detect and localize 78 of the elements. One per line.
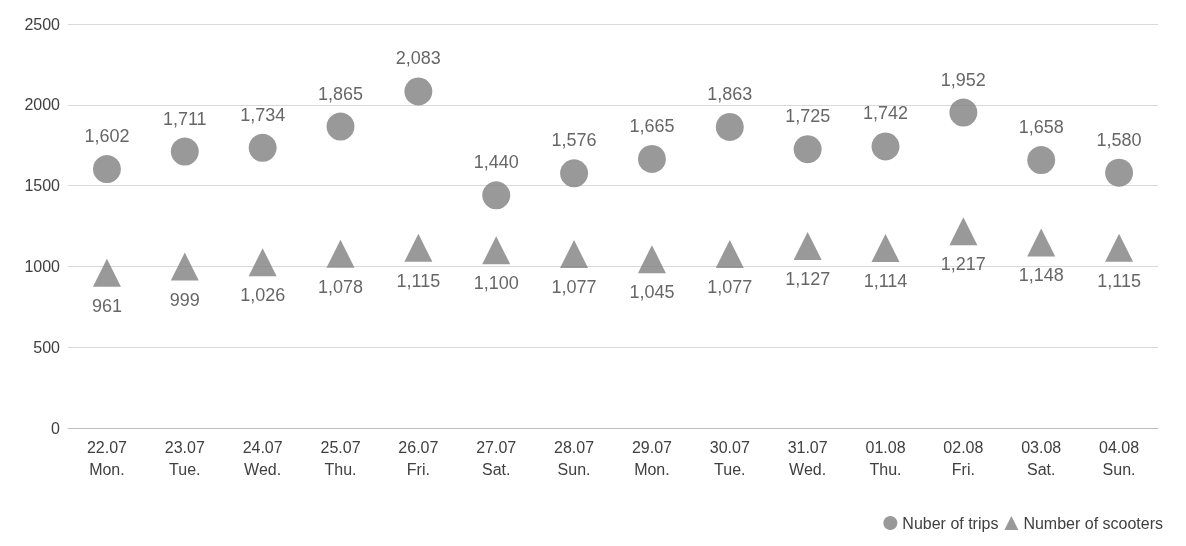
data-label: 1,115 (396, 270, 441, 291)
point (482, 236, 511, 265)
x-tick-label: 26.07 Fri. (398, 438, 439, 478)
x-tick-label: 24.07 Wed. (242, 438, 283, 478)
data-label: 1,217 (940, 254, 986, 275)
point (871, 233, 900, 262)
data-label: 1,658 (1018, 117, 1064, 138)
x-tick-label: 02.08 Fri. (943, 438, 984, 478)
x-tick-label: 30.07 Tue. (709, 438, 750, 478)
data-label: 1,114 (863, 270, 908, 291)
point (170, 252, 199, 281)
data-label: 1,026 (240, 285, 286, 306)
point (326, 239, 355, 268)
point (871, 132, 900, 161)
point (92, 258, 121, 287)
legend-label: Nuber of trips (902, 514, 999, 532)
x-tick-label: 23.07 Tue. (164, 438, 205, 478)
data-label: 1,576 (551, 130, 597, 151)
x-tick-label: 29.07 Mon. (631, 438, 673, 478)
point (949, 98, 978, 127)
data-label: 1,602 (84, 126, 130, 147)
x-tick-label: 03.08 Sat. (1021, 438, 1062, 478)
point (949, 217, 978, 246)
data-label: 1,077 (707, 276, 753, 297)
data-label: 1,863 (707, 83, 753, 104)
x-tick-label: 01.08 Thu. (865, 438, 906, 478)
data-label: 1,711 (162, 108, 207, 129)
point (560, 159, 589, 188)
data-label: 2,083 (395, 48, 441, 69)
point (1027, 146, 1056, 175)
point (560, 239, 589, 268)
x-tick-label: 22.07 Mon. (86, 438, 128, 478)
x-tick-label: 28.07 Sun. (554, 438, 595, 478)
point (92, 155, 121, 184)
y-tick-label: 500 (33, 338, 61, 356)
point (715, 112, 744, 141)
y-tick-label: 1000 (24, 257, 61, 275)
y-tick-label: 0 (51, 419, 61, 437)
y-tick-label: 2500 (24, 15, 61, 33)
x-tick-label: 31.07 Wed. (787, 438, 828, 478)
point (326, 112, 355, 141)
data-label: 1,580 (1096, 129, 1142, 150)
data-label: 1,665 (629, 115, 675, 136)
data-label: 1,725 (785, 106, 831, 127)
x-tick-label: 25.07 Thu. (320, 438, 361, 478)
point (793, 135, 822, 164)
data-label: 999 (169, 289, 200, 310)
point (637, 144, 666, 173)
point (170, 137, 199, 166)
point (1105, 233, 1134, 262)
data-label: 1,742 (862, 103, 909, 124)
legend-label: Number of scooters (1023, 514, 1163, 532)
point (1105, 158, 1134, 187)
point (1027, 228, 1056, 257)
x-tick-label: 27.07 Sat. (476, 438, 517, 478)
point (404, 233, 433, 262)
point (715, 239, 744, 268)
data-label: 1,952 (940, 69, 986, 90)
data-label: 1,127 (785, 268, 831, 289)
y-tick-label: 1500 (24, 177, 61, 195)
data-label: 1,865 (317, 83, 364, 104)
data-label: 1,077 (551, 276, 597, 297)
x-tick-label: 04.08 Sun. (1099, 438, 1140, 478)
data-label: 1,078 (317, 276, 364, 297)
data-label: 1,440 (473, 152, 519, 173)
data-label: 1,100 (473, 273, 519, 294)
point (248, 248, 277, 277)
data-label: 1,148 (1018, 265, 1064, 286)
data-label: 1,115 (1097, 270, 1141, 291)
point (482, 181, 511, 210)
point (793, 231, 822, 260)
data-label: 1,734 (240, 104, 286, 125)
data-label: 961 (91, 295, 122, 316)
y-tick-label: 2000 (24, 96, 61, 114)
point (248, 133, 277, 162)
point (637, 245, 666, 274)
data-label: 1,045 (629, 282, 675, 303)
point (404, 77, 433, 106)
